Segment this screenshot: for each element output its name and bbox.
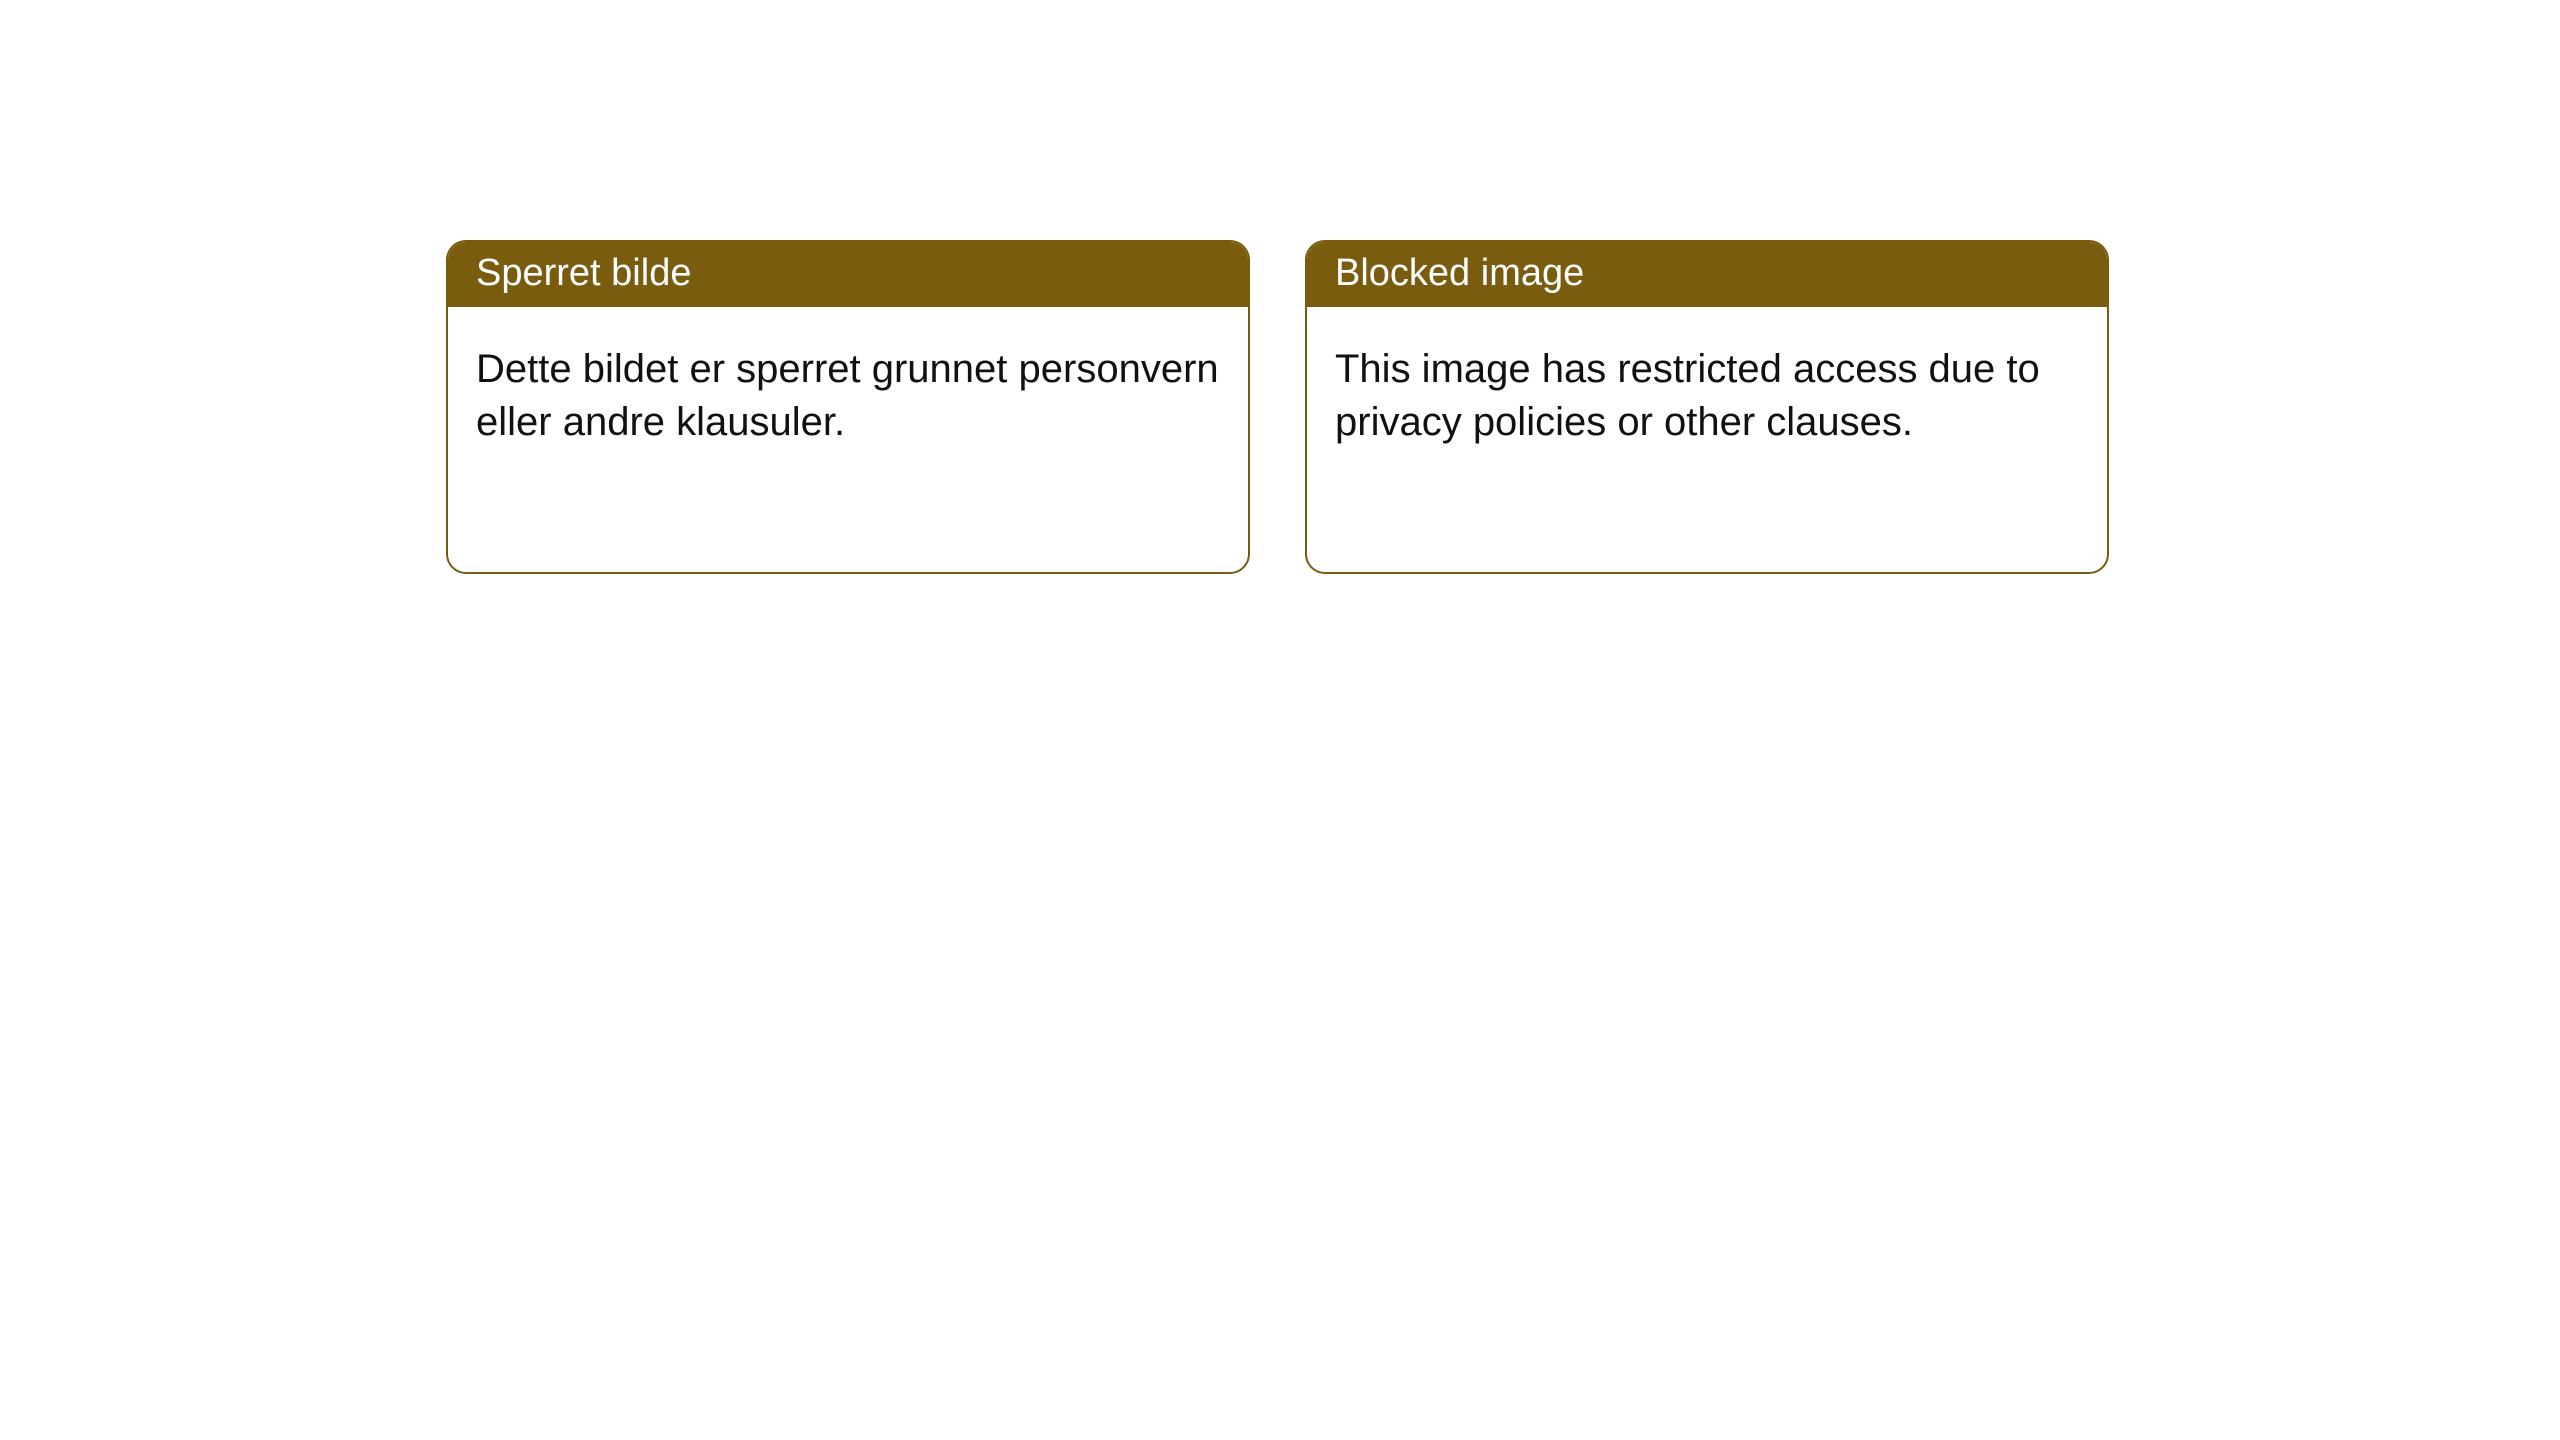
notice-card-body-no: Dette bildet er sperret grunnet personve… bbox=[448, 307, 1248, 485]
notice-card-body-en: This image has restricted access due to … bbox=[1307, 307, 2107, 485]
notice-card-header-no: Sperret bilde bbox=[448, 242, 1248, 307]
notice-card-container: Sperret bilde Dette bildet er sperret gr… bbox=[0, 0, 2560, 574]
notice-card-no: Sperret bilde Dette bildet er sperret gr… bbox=[446, 240, 1250, 574]
notice-card-en: Blocked image This image has restricted … bbox=[1305, 240, 2109, 574]
notice-card-header-en: Blocked image bbox=[1307, 242, 2107, 307]
